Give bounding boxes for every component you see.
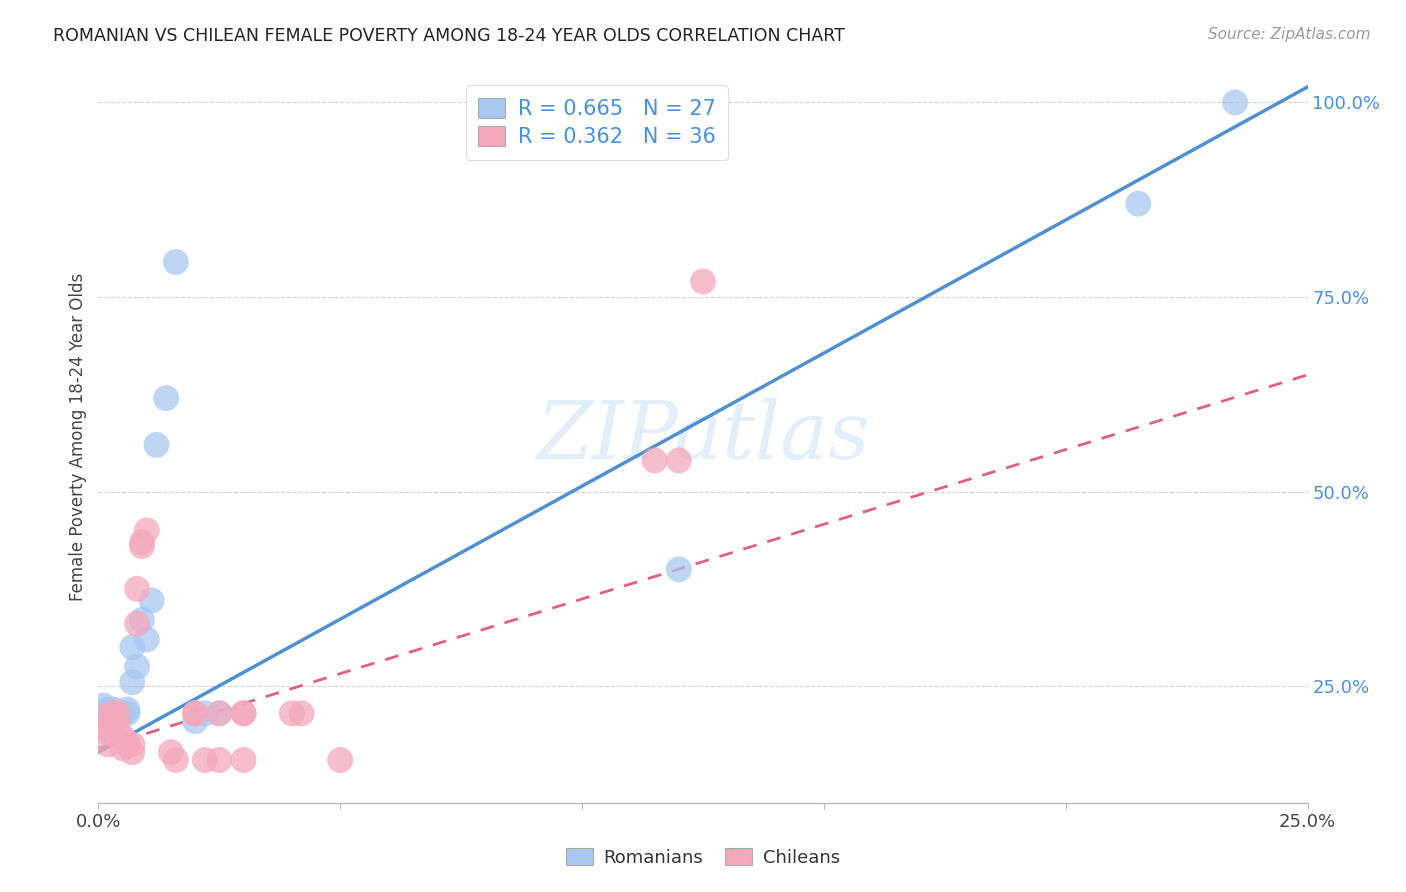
Point	[101, 706, 124, 721]
Point	[668, 562, 690, 576]
Point	[111, 741, 134, 756]
Point	[111, 730, 134, 744]
Point	[232, 706, 254, 721]
Point	[121, 745, 143, 759]
Point	[281, 706, 304, 721]
Point	[121, 738, 143, 752]
Y-axis label: Female Poverty Among 18-24 Year Olds: Female Poverty Among 18-24 Year Olds	[69, 273, 87, 601]
Point	[91, 722, 114, 736]
Point	[208, 706, 231, 721]
Point	[117, 738, 139, 752]
Point	[208, 753, 231, 767]
Point	[184, 706, 207, 721]
Point	[145, 438, 167, 452]
Point	[208, 706, 231, 721]
Text: Source: ZipAtlas.com: Source: ZipAtlas.com	[1208, 27, 1371, 42]
Point	[131, 539, 153, 553]
Point	[135, 632, 157, 647]
Point	[131, 535, 153, 549]
Legend: R = 0.665   N = 27, R = 0.362   N = 36: R = 0.665 N = 27, R = 0.362 N = 36	[465, 86, 728, 160]
Point	[97, 738, 120, 752]
Point	[194, 706, 217, 721]
Point	[121, 675, 143, 690]
Point	[232, 753, 254, 767]
Point	[160, 745, 183, 759]
Point	[135, 524, 157, 538]
Point	[107, 710, 129, 724]
Point	[1128, 196, 1150, 211]
Point	[107, 706, 129, 721]
Point	[107, 706, 129, 721]
Point	[232, 706, 254, 721]
Point	[290, 706, 312, 721]
Point	[692, 275, 714, 289]
Point	[184, 714, 207, 728]
Point	[644, 453, 666, 467]
Point	[91, 698, 114, 713]
Point	[91, 710, 114, 724]
Point	[111, 706, 134, 721]
Point	[97, 702, 120, 716]
Point	[101, 722, 124, 736]
Point	[117, 702, 139, 716]
Point	[165, 255, 187, 269]
Point	[131, 613, 153, 627]
Point	[91, 706, 114, 721]
Text: ZIPatlas: ZIPatlas	[536, 399, 870, 475]
Text: ROMANIAN VS CHILEAN FEMALE POVERTY AMONG 18-24 YEAR OLDS CORRELATION CHART: ROMANIAN VS CHILEAN FEMALE POVERTY AMONG…	[53, 27, 845, 45]
Legend: Romanians, Chileans: Romanians, Chileans	[558, 841, 848, 874]
Point	[121, 640, 143, 655]
Point	[155, 391, 177, 405]
Point	[101, 710, 124, 724]
Point	[127, 582, 149, 596]
Point	[101, 702, 124, 716]
Point	[111, 706, 134, 721]
Point	[117, 738, 139, 752]
Point	[165, 753, 187, 767]
Point	[141, 593, 163, 607]
Point	[668, 453, 690, 467]
Point	[194, 753, 217, 767]
Point	[117, 706, 139, 721]
Point	[97, 706, 120, 721]
Point	[107, 710, 129, 724]
Point	[184, 706, 207, 721]
Point	[329, 753, 352, 767]
Point	[97, 725, 120, 739]
Point	[107, 722, 129, 736]
Point	[127, 659, 149, 673]
Point	[127, 616, 149, 631]
Point	[1223, 95, 1246, 110]
